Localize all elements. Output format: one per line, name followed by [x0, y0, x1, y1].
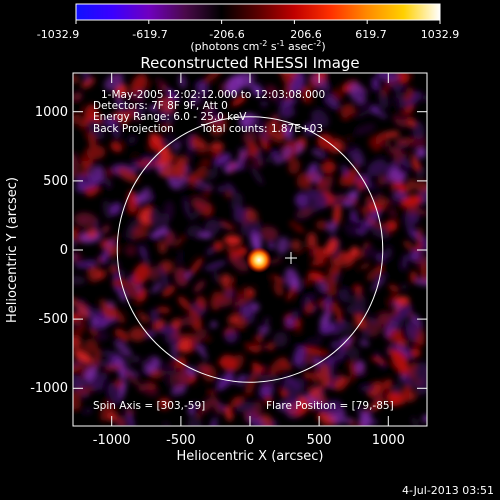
colorbar: [75, 3, 441, 21]
y-tick-label: -1000: [30, 381, 68, 396]
annotation-energy-range: Energy Range: 6.0 - 25.0 keV: [93, 111, 247, 123]
colorbar-tick-label: 619.7: [355, 28, 387, 41]
plot-title: Reconstructed RHESSI Image: [140, 54, 359, 72]
colorbar-tick-label: -206.6: [209, 28, 244, 41]
y-tick-labels: 1000 500 0 -500 -1000: [30, 105, 68, 396]
colorbar-tick-label: -1032.9: [37, 28, 79, 41]
x-tick-label: -500: [166, 433, 196, 448]
plot-timestamp: 4-Jul-2013 03:51: [402, 484, 494, 497]
annotation-spin-axis: Spin Axis = [303,-59]: [93, 400, 205, 412]
colorbar-tick-label: -619.7: [132, 28, 167, 41]
image-annotations: 1-May-2005 12:02:12.000 to 12:03:08.000 …: [93, 89, 394, 412]
colorbar-tick-label: 206.6: [290, 28, 322, 41]
y-axis-label: Heliocentric Y (arcsec): [5, 177, 20, 323]
annotation-time-range: 1-May-2005 12:02:12.000 to 12:03:08.000: [101, 89, 325, 101]
annotation-flare-position: Flare Position = [79,-85]: [266, 400, 394, 412]
y-tick-label: -500: [38, 312, 68, 327]
x-tick-label: 500: [307, 433, 332, 448]
x-tick-label: -1000: [93, 433, 131, 448]
annotation-total-counts: Total counts: 1.87E+03: [200, 123, 323, 135]
y-tick-label: 500: [43, 174, 68, 189]
x-tick-label: 1000: [372, 433, 405, 448]
y-tick-label: 0: [60, 243, 68, 258]
annotation-detectors: Detectors: 7F 8F 9F, Att 0: [93, 100, 228, 112]
colorbar-units: (photons cm-2 s-1 asec-2): [190, 39, 325, 53]
annotation-method: Back Projection: [93, 123, 174, 135]
flare-source-glow: [246, 247, 272, 273]
x-tick-label: 0: [246, 433, 254, 448]
spin-axis-marker: [285, 252, 297, 264]
colorbar-ticks: [75, 20, 441, 24]
y-axis-ticks: [73, 111, 427, 389]
solar-limb-circle: [116, 116, 384, 383]
colorbar-tick-labels: -1032.9 -619.7 -206.6 206.6 619.7 1032.9: [37, 28, 459, 41]
x-tick-labels: -1000 -500 0 500 1000: [93, 433, 405, 448]
x-axis-ticks: [111, 73, 389, 426]
reconstructed-image: [73, 73, 427, 426]
colorbar-tick-label: 1032.9: [421, 28, 460, 41]
x-axis-label: Heliocentric X (arcsec): [177, 449, 324, 464]
y-tick-label: 1000: [35, 105, 68, 120]
